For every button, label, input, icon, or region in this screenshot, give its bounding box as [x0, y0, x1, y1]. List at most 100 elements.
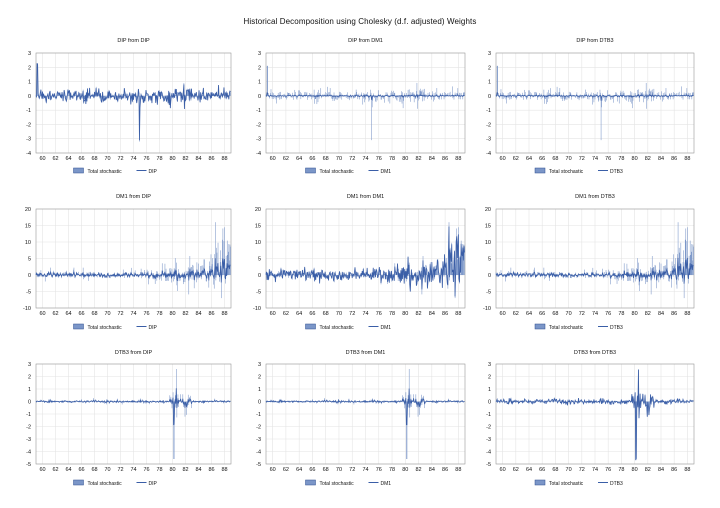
bar-mark [369, 95, 370, 101]
bar-mark [81, 275, 82, 278]
bar-mark [682, 95, 684, 100]
bar-mark [533, 401, 535, 403]
bar-mark [169, 395, 171, 402]
panel-1: DIP from DM1 3 2 1 0 -1 -2 -3 -4 60 62 64 66 68 70 72 74… [256, 38, 466, 175]
bar-mark [631, 268, 632, 275]
bar-mark [371, 95, 373, 108]
y-tick-label: 0 [488, 400, 491, 406]
y-tick-label: 1 [28, 387, 31, 393]
bar-mark [674, 93, 676, 96]
bar-mark [300, 95, 302, 100]
x-tick-label: 66 [309, 156, 315, 162]
bar-mark [692, 244, 694, 275]
bar-mark [617, 401, 619, 403]
x-tick-label: 82 [416, 467, 422, 473]
bar-mark [464, 246, 465, 275]
x-tick-label: 68 [91, 156, 97, 162]
x-tick-label: 82 [182, 311, 188, 317]
bar-mark [87, 273, 88, 275]
line-series [265, 92, 465, 100]
bar-mark [311, 95, 312, 100]
bar-mark [426, 94, 427, 96]
bar-mark [632, 95, 633, 109]
bar-mark [358, 274, 360, 275]
bar-mark [286, 95, 288, 98]
bar-mark [384, 273, 385, 275]
bar-mark [522, 92, 523, 96]
y-tick-label: -3 [26, 137, 31, 143]
legend-label: Total stochastic [549, 325, 584, 331]
y-tick-label: -10 [253, 306, 261, 312]
bar-mark [631, 95, 632, 104]
y-tick-label: 2 [258, 65, 261, 71]
bar-mark [50, 95, 52, 99]
bar-mark [312, 275, 313, 278]
bar-mark [570, 275, 572, 278]
bar-mark [158, 273, 160, 275]
bar-mark [96, 275, 98, 278]
bar-mark [192, 264, 193, 275]
bar-mark [394, 92, 396, 96]
x-tick-label: 68 [552, 156, 558, 162]
bar-mark [198, 275, 200, 278]
bar-mark [295, 92, 296, 96]
bar-mark [375, 401, 377, 404]
bar-mark [400, 95, 401, 100]
bar-mark [314, 95, 315, 104]
bar-mark [429, 95, 431, 98]
bar-mark [653, 88, 655, 96]
plot-frame [35, 52, 232, 154]
bar-mark [684, 400, 685, 402]
y-tick-label: -3 [486, 137, 491, 143]
bar-mark [642, 275, 643, 281]
bar-mark [439, 95, 440, 100]
bar-mark [678, 400, 680, 402]
bar-mark [386, 92, 388, 96]
bar-mark [460, 92, 462, 96]
bar-mark [362, 95, 364, 105]
bar-mark [144, 270, 145, 275]
bar-mark [676, 275, 678, 289]
y-tick-label: -4 [486, 450, 491, 456]
bar-mark [449, 275, 450, 281]
legend: Total stochastic DIP [73, 167, 158, 175]
bar-mark [412, 92, 413, 96]
bar-mark [270, 89, 272, 96]
bar-mark [420, 91, 422, 96]
bar-mark [164, 263, 166, 275]
bar-mark [598, 95, 600, 101]
bar-mark [662, 93, 664, 96]
bar-mark [188, 275, 190, 295]
bar-mark [63, 272, 65, 275]
bar-mark [666, 259, 668, 275]
bar-mark [218, 272, 220, 275]
bar-mark [644, 95, 645, 99]
bar-mark [571, 275, 572, 279]
bar-mark [327, 275, 328, 276]
bar-mark [368, 95, 369, 99]
bar-mark [326, 93, 328, 96]
bar-mark [272, 275, 274, 277]
x-tick-label: 80 [402, 156, 408, 162]
bar-mark [617, 271, 619, 275]
bar-mark [569, 95, 570, 99]
bar-mark [398, 95, 400, 102]
bar-mark [350, 275, 351, 276]
bar-mark [77, 274, 79, 275]
bar-mark [46, 275, 47, 277]
x-tick-label: 68 [552, 311, 558, 317]
bar-mark [181, 273, 183, 275]
bar-mark [300, 401, 302, 403]
legend-label: Total stochastic [549, 169, 584, 175]
bar-mark [410, 92, 412, 96]
bar-mark [335, 95, 336, 99]
x-tick-label: 76 [143, 311, 149, 317]
y-tick-label: -4 [256, 151, 261, 157]
x-tick-label: 80 [169, 156, 175, 162]
bar-mark [174, 275, 175, 280]
bar-mark [578, 95, 580, 101]
bar-mark [587, 400, 588, 402]
bar-mark [562, 95, 563, 101]
bar-mark [652, 92, 654, 96]
bar-mark [539, 93, 540, 96]
